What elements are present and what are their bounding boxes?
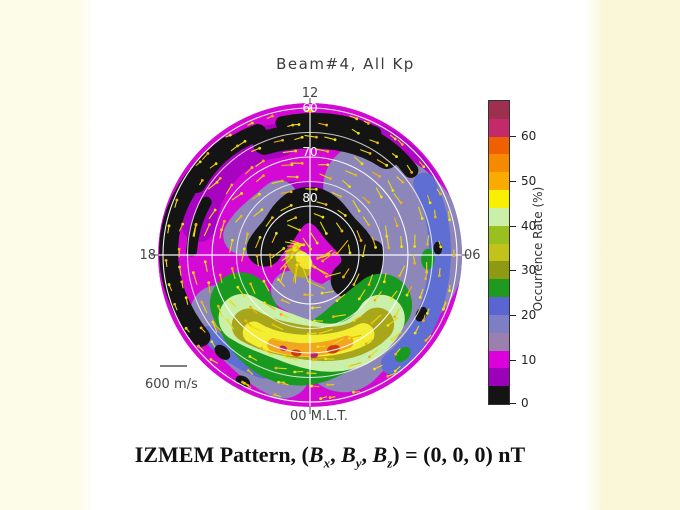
colorbar-segment <box>489 386 509 405</box>
colorbar-tick-mark <box>510 360 516 362</box>
mlt-label-12: 12 <box>302 86 319 101</box>
colorbar-segment <box>489 101 509 119</box>
colorbar-tick-label: 30 <box>521 263 537 278</box>
colorbar-segment <box>489 314 509 333</box>
caption: IZMEM Pattern, (Bx, By, Bz) = (0, 0, 0) … <box>134 442 526 471</box>
colorbar-tick-mark <box>510 135 516 137</box>
mlt-label-00: 00 M.L.T. <box>290 409 348 424</box>
colorbar-segments <box>488 100 510 405</box>
vector-scale-label: 600 m/s <box>145 377 198 392</box>
plot-title: Beam#4, All Kp <box>276 55 415 73</box>
lat-label-60: 60 <box>302 101 317 115</box>
colorbar-tick-label: 50 <box>521 173 537 188</box>
colorbar-tick-mark <box>510 225 516 227</box>
colorbar-tick-mark <box>510 180 516 182</box>
colorbar-segment <box>489 225 509 244</box>
colorbar-axis-label: Occurrence Rate (%) <box>531 186 545 312</box>
caption-sub-z: z <box>387 455 393 471</box>
colorbar-tick-label: 60 <box>521 128 537 143</box>
colorbar-tick-mark <box>510 270 516 272</box>
colorbar-segment <box>489 243 509 262</box>
colorbar-tick-label: 20 <box>521 308 537 323</box>
lat-label-80: 80 <box>302 191 317 205</box>
velocity-vectors-group <box>164 109 456 401</box>
colorbar-segment <box>489 172 509 191</box>
colorbar-segment <box>489 207 509 226</box>
colorbar: 0 10 20 30 40 50 60 <box>488 100 568 410</box>
caption-text: IZMEM Pattern, ( <box>134 442 309 467</box>
caption-sub-y: y <box>355 455 362 471</box>
mlt-label-06: 06 <box>464 248 480 263</box>
colorbar-segment <box>489 190 509 208</box>
mlt-label-18: 18 <box>140 248 156 263</box>
colorbar-segment <box>489 279 509 298</box>
colorbar-tick-label: 0 <box>521 396 529 410</box>
outer-tick-marks <box>151 98 469 414</box>
colorbar-segment <box>489 154 509 173</box>
caption-by: B <box>341 442 356 467</box>
colorbar-tick-label: 40 <box>521 218 537 233</box>
colorbar-tick-mark <box>510 315 516 317</box>
caption-bz: B <box>372 442 388 467</box>
mlt-cross-lines <box>158 103 462 407</box>
colorbar-segment <box>489 332 509 351</box>
caption-sub-x: x <box>323 455 331 471</box>
caption-bx: B <box>308 442 324 467</box>
colorbar-segment <box>489 350 509 369</box>
colorbar-tick-label: 10 <box>521 353 537 368</box>
colorbar-tick-mark <box>510 403 516 404</box>
polar-occurrence-plot: 12 18 06 00 M.L.T. 60 70 80 600 m/s <box>140 86 480 424</box>
colorbar-segment <box>489 261 509 280</box>
colorbar-segment <box>489 297 509 315</box>
colorbar-segment <box>489 136 509 155</box>
colorbar-segment <box>489 118 509 137</box>
lat-label-70: 70 <box>302 145 317 159</box>
colorbar-segment <box>489 368 509 387</box>
